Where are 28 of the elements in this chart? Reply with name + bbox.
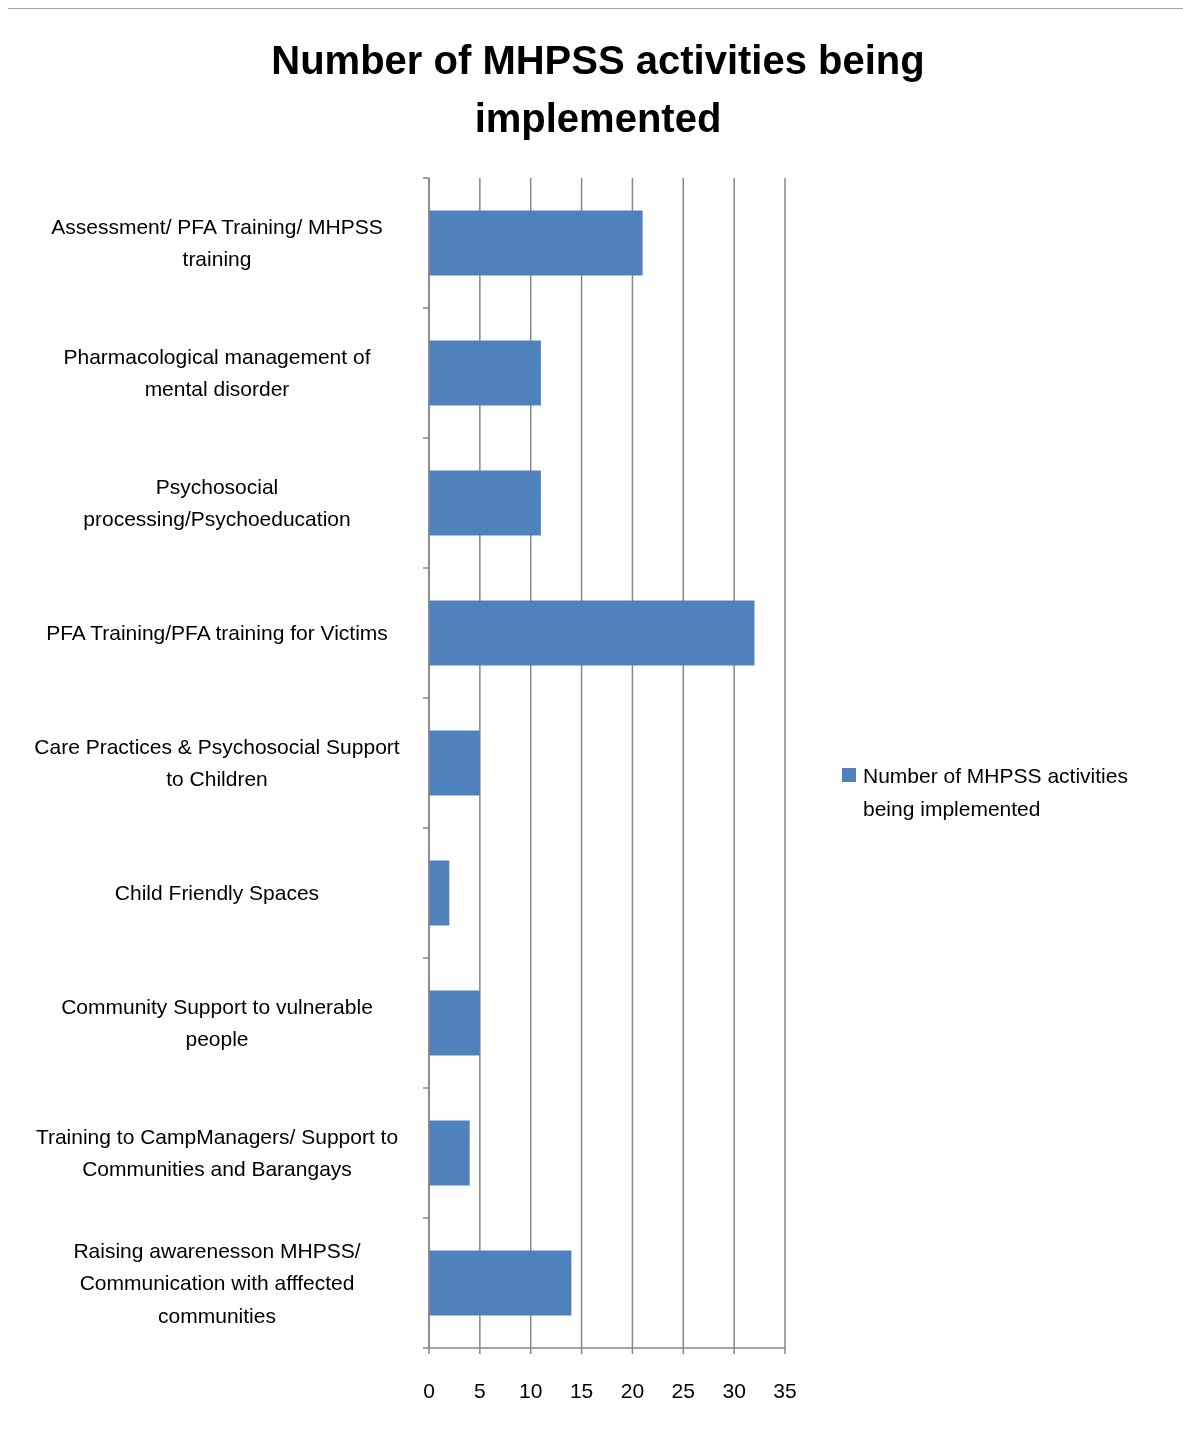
y-tick-label: Care Practices & Psychosocial Support to Children — [34, 734, 400, 791]
x-tick-label: 0 — [423, 1379, 435, 1402]
y-tick-label: Community Support to vulnerable people — [61, 994, 373, 1051]
x-tick-label: 15 — [569, 1379, 594, 1402]
y-tick-label: Assessment/ PFA Training/ MHPSS training — [51, 214, 383, 271]
bar — [429, 600, 755, 666]
y-tick-label: PFA Training/PFA training for Victims — [46, 621, 388, 644]
x-tick-label: 25 — [671, 1379, 695, 1402]
x-tick-label: 5 — [474, 1379, 486, 1402]
bar — [429, 1120, 470, 1186]
bar — [429, 210, 643, 276]
legend-label: Number of MHPSS activities being implemented — [863, 764, 1128, 820]
bar — [429, 340, 541, 406]
bar — [429, 1250, 572, 1316]
x-tick-label: 20 — [620, 1379, 645, 1402]
y-tick-label: Training to CampManagers/ Support to Communities and Barangays — [35, 1124, 399, 1181]
y-tick-label: Raising awarenesson MHPSS/ Communication with afffected communities — [73, 1238, 361, 1327]
y-tick-label: Psychosocial processing/Psychoeducation — [83, 474, 351, 531]
bar — [429, 990, 480, 1056]
bar — [429, 730, 480, 796]
y-tick-label: Pharmacological management of mental disorder — [63, 344, 371, 401]
x-tick-label: 10 — [519, 1379, 543, 1402]
bar — [429, 470, 541, 536]
x-tick-label: 35 — [773, 1379, 797, 1402]
chart-title: Number of MHPSS activities being implemented — [271, 38, 925, 140]
bar — [429, 860, 450, 926]
y-tick-label: Child Friendly Spaces — [114, 881, 320, 904]
x-tick-label: 30 — [722, 1379, 746, 1402]
